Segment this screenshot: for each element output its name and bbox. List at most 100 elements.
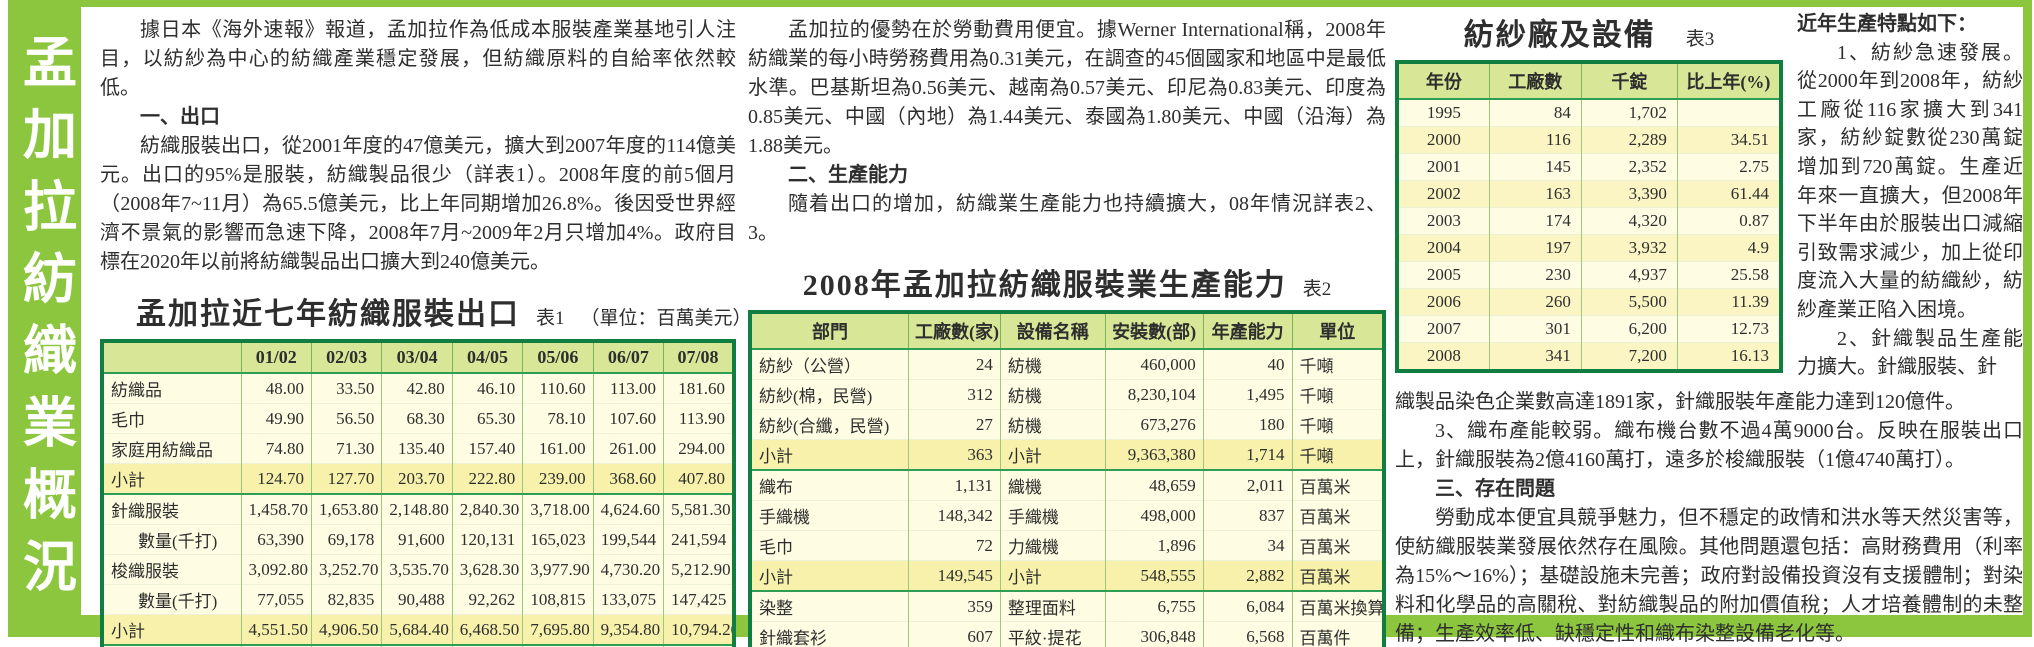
cell-value: 織機: [999, 469, 1106, 501]
cell-value: 百萬米: [1291, 500, 1384, 531]
middle-column: 孟加拉的優勢在於勞動費用便宜。據Werner International稱，20…: [748, 16, 1386, 647]
cell-value: 2,352: [1580, 153, 1678, 181]
cell-value: 203.70: [381, 463, 453, 494]
cell-value: 148,342: [908, 500, 1001, 531]
column-header: 部門: [750, 312, 909, 350]
cell-value: 407.80: [663, 463, 734, 494]
cell-value: 33.50: [310, 372, 382, 404]
table-row: 紡織品 48.00 33.50 42.80 46.10 110.60 113.00 181.6…: [102, 372, 734, 404]
table1-title-row: 孟加拉近七年紡織服裝出口 表1 （單位：百萬美元）: [136, 289, 752, 333]
cell-value: 82,835: [310, 584, 382, 615]
row-label: 毛巾: [750, 530, 909, 561]
labor-cost-paragraph: 孟加拉的優勢在於勞動費用便宜。據Werner International稱，20…: [748, 19, 1386, 157]
row-label: 2006: [1397, 288, 1490, 316]
table-row: 2007 301 6,200 12.73: [1397, 315, 1781, 343]
cell-value: 千噸: [1291, 439, 1384, 470]
cell-value: 42.80: [381, 372, 453, 404]
row-label: 針織服裝: [102, 493, 242, 525]
frame-top-bar: [8, 0, 2032, 7]
cell-value: 4.9: [1676, 234, 1781, 262]
column-header: 安裝數(部): [1104, 312, 1204, 350]
cell-value: 手織機: [999, 500, 1106, 531]
cell-value: 百萬米: [1291, 560, 1384, 591]
problems-paragraph: 勞動成本便宜具競爭魅力，但不穩定的政情和洪水等天然災害等，使紡織服裝業發展依然存…: [1395, 506, 2023, 645]
cell-value: 小計: [999, 439, 1106, 470]
cell-value: 174: [1488, 207, 1582, 235]
cell-value: 9,363,380: [1104, 439, 1204, 470]
table-row: 2006 260 5,500 11.39: [1397, 288, 1781, 316]
cell-value: 78.10: [522, 403, 594, 434]
cell-value: 紡機: [999, 348, 1106, 380]
spinning-mills-table: 年份 工廠數 千錠 比上年(%) 1995 84 1,702 2000 116 2,289 34.5…: [1395, 60, 1783, 373]
cell-value: 24: [908, 348, 1001, 380]
row-label: 其他: [102, 644, 242, 647]
row-label: 數量(千打): [102, 584, 242, 615]
row-label: 2008: [1397, 342, 1490, 371]
table-row: 梭織服裝 3,092.80 3,252.70 3,535.70 3,628.30 3,97…: [102, 554, 734, 585]
table-row: 紡紗（公營） 24 紡機 460,000 40 千噸: [750, 348, 1384, 380]
cell-value: 341: [1488, 342, 1582, 371]
right-wide-region: 織製品染色企業數高達1891家，針織服裝年產能力達到120億件。 3、織布產能較…: [1395, 388, 2023, 647]
row-label: 梭織服裝: [102, 554, 242, 585]
cell-value: 294.00: [663, 433, 734, 464]
cell-value: 5,500: [1580, 288, 1678, 316]
frame-right-bar: [2023, 0, 2032, 637]
cell-value: 120,131: [451, 524, 523, 555]
cell-value: 0.40: [451, 644, 523, 647]
column-header: 千錠: [1580, 62, 1678, 100]
column-header: 05/06: [522, 341, 594, 374]
cell-value: 3,252.70: [310, 554, 382, 585]
table-row: 1995 84 1,702: [1397, 98, 1781, 127]
row-label: 2004: [1397, 234, 1490, 262]
cell-value: 48.00: [240, 372, 312, 404]
cell-value: 157.40: [451, 433, 523, 464]
cell-value: 2,148.80: [381, 493, 453, 525]
row-label: 織布: [750, 469, 909, 501]
row-label: 2005: [1397, 261, 1490, 289]
cell-value: 133,075: [592, 584, 664, 615]
cell-value: 90,488: [381, 584, 453, 615]
table-row: 針織套衫 607 平紋·提花 306,848 6,568 百萬件: [750, 621, 1384, 647]
cell-value: 56.50: [310, 403, 382, 434]
cell-value: 199,544: [592, 524, 664, 555]
cell-value: 千噸: [1291, 379, 1384, 410]
cell-value: 12.73: [1676, 315, 1781, 343]
cell-value: 5,581.30: [663, 493, 734, 525]
column-header: 03/04: [381, 341, 453, 374]
cell-value: 548,555: [1104, 560, 1204, 591]
cell-value: 10,794.20: [663, 614, 734, 645]
table2-title: 2008年孟加拉紡織服裝業生產能力: [802, 269, 1287, 302]
cell-value: 197: [1488, 234, 1582, 262]
cell-value: 27: [908, 409, 1001, 440]
cell-value: 3,932: [1580, 234, 1678, 262]
cell-value: 40.30: [592, 644, 664, 647]
cell-value: 6,568: [1202, 621, 1293, 647]
cell-value: 1,702: [1580, 98, 1678, 127]
cell-value: 68.30: [381, 403, 453, 434]
export-paragraph: 紡織服裝出口，從2001年度的47億美元，擴大到2007年度的114億美元。出口…: [100, 135, 736, 273]
cell-value: 4,906.50: [310, 614, 382, 645]
cell-value: 0.20: [310, 644, 382, 647]
row-label: 小計: [750, 560, 909, 591]
cell-value: 3,535.70: [381, 554, 453, 585]
cell-value: 180: [1202, 409, 1293, 440]
cell-value: 66.10: [522, 644, 594, 647]
table1-title: 孟加拉近七年紡織服裝出口: [136, 298, 520, 331]
cell-value: 116: [1488, 126, 1582, 154]
cell-value: 6,468.50: [451, 614, 523, 645]
cell-value: 7,200: [1580, 342, 1678, 371]
cell-value: 百萬米: [1291, 469, 1384, 501]
cell-value: 92,262: [451, 584, 523, 615]
cell-value: 34.51: [1676, 126, 1781, 154]
row-label: 紡紗(棉，民營): [750, 379, 909, 410]
cell-value: 平紋·提花: [999, 621, 1106, 647]
cell-value: 163: [1488, 180, 1582, 208]
cell-value: 49.90: [240, 403, 312, 434]
table-row: 其他0.100.200.700.4066.1040.3063.80: [102, 644, 734, 647]
header-row: 部門 工廠數(家) 設備名稱 安裝數(部) 年產能力 單位: [750, 312, 1384, 350]
cell-value: 紡機: [999, 379, 1106, 410]
cell-value: 2,289: [1580, 126, 1678, 154]
cell-value: 小計: [999, 560, 1106, 591]
cell-value: 6,084: [1202, 590, 1293, 622]
cell-value: 4,624.60: [592, 493, 664, 525]
